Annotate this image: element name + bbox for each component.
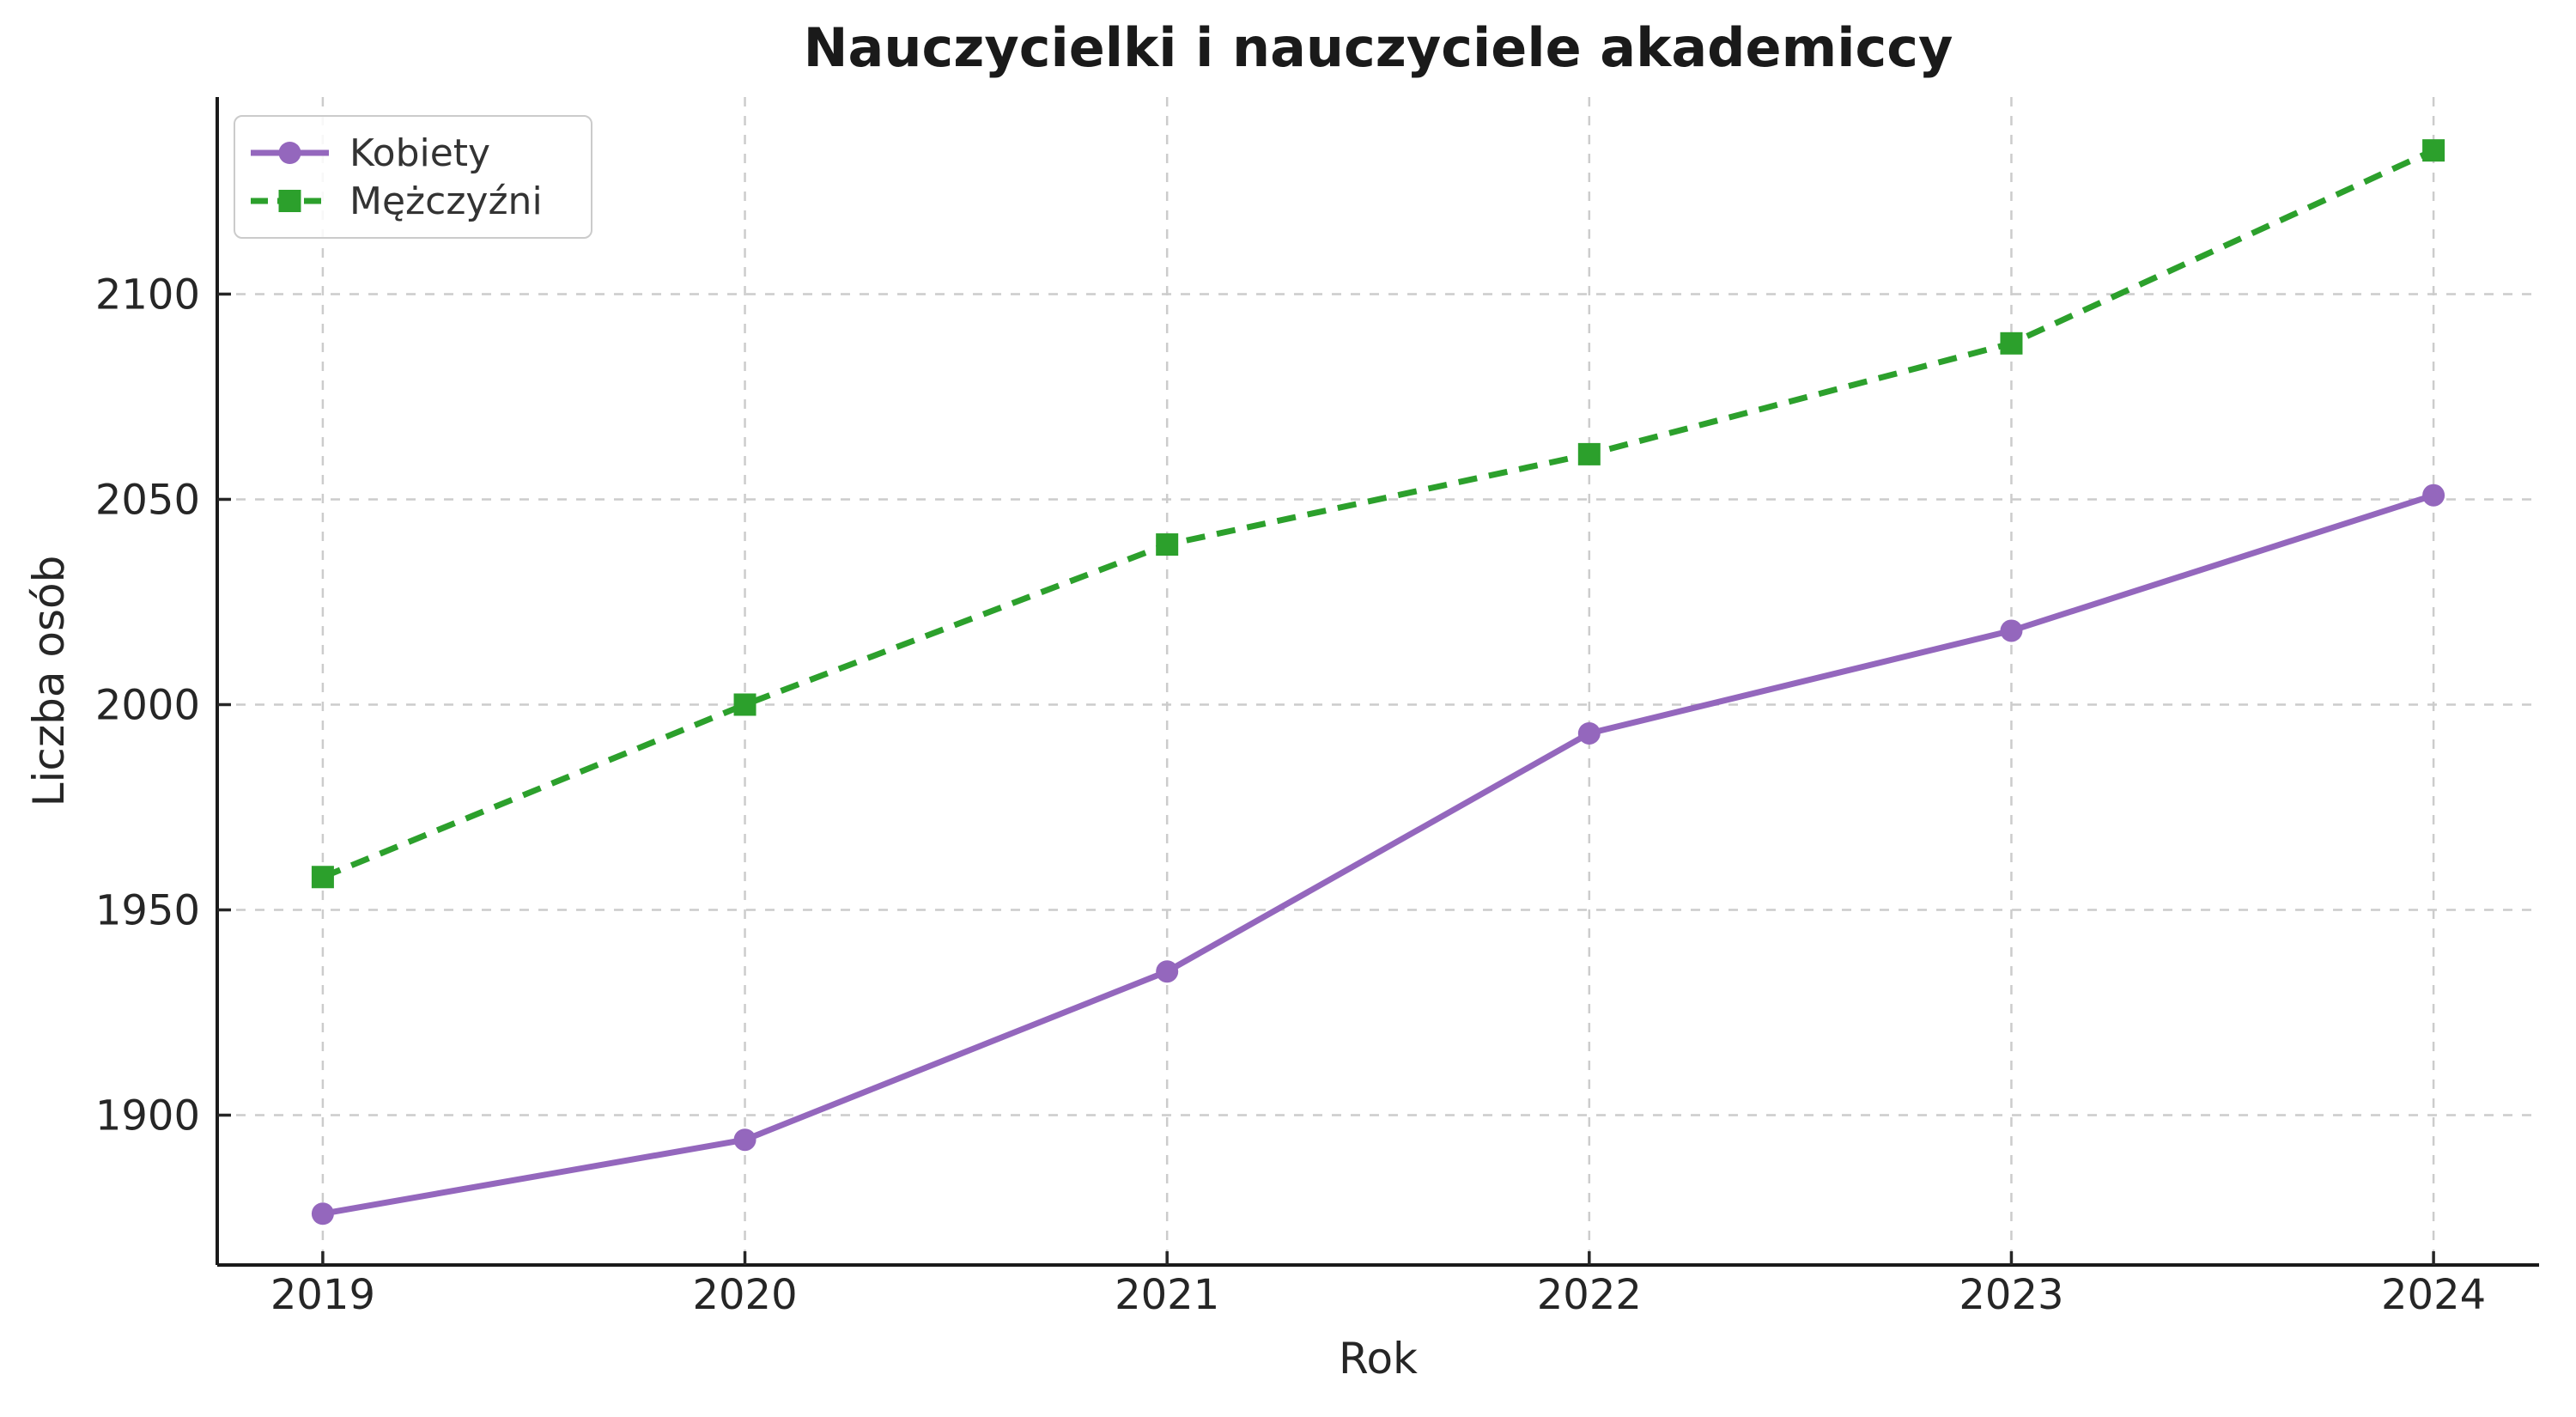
data-point-kobiety [1156, 960, 1179, 983]
legend-marker [278, 142, 301, 164]
legend-label: Kobiety [349, 131, 491, 175]
data-point-mężczyźni [1577, 442, 1601, 465]
legend-sample-line-circle-icon [251, 142, 329, 164]
chart-title: Nauczycielki i nauczyciele akademiccy [803, 16, 1953, 79]
legend-marker [278, 190, 301, 212]
y-tick-label: 2050 [95, 476, 200, 524]
data-point-kobiety [733, 1128, 756, 1152]
x-tick-label: 2023 [1959, 1271, 2063, 1319]
y-tick-label: 1900 [95, 1092, 200, 1140]
legend-sample-line-square-icon [251, 190, 329, 212]
series-line-mężczyźni [321, 147, 2435, 880]
x-tick-label: 2020 [692, 1271, 797, 1319]
data-point-mężczyźni [733, 693, 756, 716]
legend: Kobiety Mężczyźni [234, 115, 592, 239]
y-tick-label: 2000 [95, 681, 200, 729]
legend-item-kobiety: Kobiety [249, 129, 591, 177]
x-tick-label: 2024 [2381, 1271, 2486, 1319]
data-point-mężczyźni [2000, 331, 2023, 355]
y-tick-label: 2100 [95, 271, 200, 319]
data-point-mężczyźni [2422, 139, 2445, 162]
data-point-kobiety [2000, 619, 2023, 642]
x-tick-label: 2022 [1537, 1271, 1642, 1319]
x-tick-label: 2021 [1115, 1271, 1219, 1319]
series-line-kobiety [322, 492, 2435, 1217]
y-axis-label: Liczba osób [24, 555, 74, 807]
data-point-mężczyźni [1156, 533, 1179, 556]
legend-item-mężczyźni: Mężczyźni [249, 177, 591, 225]
data-point-kobiety [311, 1202, 334, 1225]
data-point-kobiety [1577, 721, 1601, 745]
legend-label: Mężczyźni [349, 179, 543, 223]
data-point-kobiety [2422, 483, 2445, 507]
y-tick-label: 1950 [95, 887, 200, 935]
x-tick-label: 2019 [270, 1271, 375, 1319]
data-point-mężczyźni [311, 866, 334, 889]
x-axis-label: Rok [1338, 1334, 1419, 1384]
